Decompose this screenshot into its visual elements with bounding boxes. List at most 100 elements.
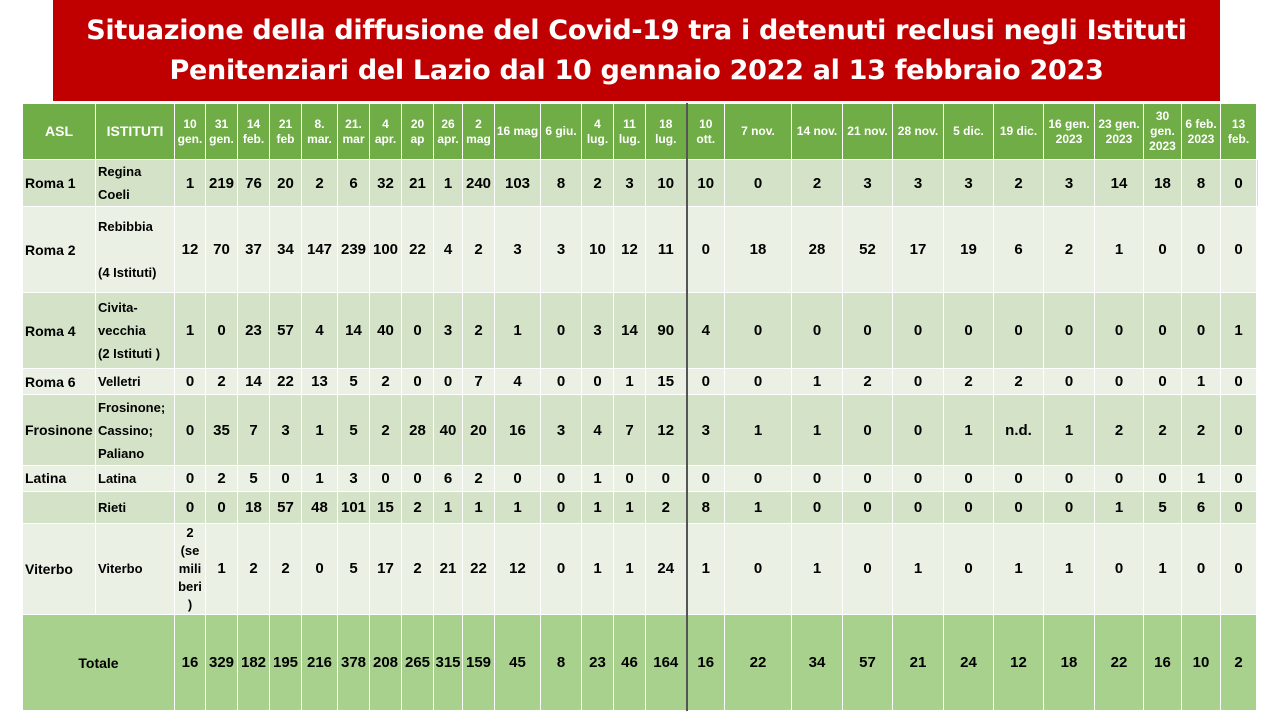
cell-value: 22 bbox=[462, 522, 495, 616]
cell-value: 2 bbox=[369, 368, 402, 396]
cell-value: 1 bbox=[581, 522, 614, 616]
cell-value: 0 bbox=[1220, 394, 1257, 466]
cell-value: 57 bbox=[269, 490, 302, 524]
total-label: Totale bbox=[22, 614, 175, 711]
cell-value: 17 bbox=[892, 206, 944, 294]
cell-value: 3 bbox=[540, 394, 582, 466]
cell-value: 2 bbox=[645, 490, 688, 524]
cell-value: 0 bbox=[842, 522, 893, 616]
cell-value: 22 bbox=[401, 206, 434, 294]
cell-value: 1 bbox=[791, 394, 843, 466]
cell-value: 0 bbox=[892, 464, 944, 492]
cell-value: 0 bbox=[1143, 292, 1182, 370]
cell-value: 2 bbox=[401, 522, 434, 616]
cell-value: 0 bbox=[540, 522, 582, 616]
cell-asl: Roma 6 bbox=[22, 368, 96, 396]
total-value: 22 bbox=[724, 614, 792, 711]
cell-value: 0 bbox=[943, 292, 994, 370]
cell-value: 1 bbox=[791, 522, 843, 616]
cell-value: 0 bbox=[842, 490, 893, 524]
cell-value: 0 bbox=[433, 368, 463, 396]
cell-value: 2 bbox=[462, 206, 495, 294]
cell-value: 0 bbox=[791, 490, 843, 524]
header-row: ASL ISTITUTI 10 gen. 31 gen. 14 feb. 21 feb 8.… bbox=[22, 103, 1259, 160]
cell-asl bbox=[22, 490, 96, 524]
cell-value: 1 bbox=[724, 490, 792, 524]
cell-value: 219 bbox=[205, 158, 238, 208]
total-value: 16 bbox=[1143, 614, 1182, 711]
cell-value: 14 bbox=[613, 292, 646, 370]
cell-value: 48 bbox=[301, 490, 338, 524]
cell-value: 1 bbox=[892, 522, 944, 616]
cell-value: 240 bbox=[462, 158, 495, 208]
cell-value: 100 bbox=[369, 206, 402, 294]
total-value: 8 bbox=[540, 614, 582, 711]
cell-istituti: Latina bbox=[95, 464, 175, 492]
cell-value: 1 bbox=[1094, 206, 1144, 294]
cell-value: 0 bbox=[205, 490, 238, 524]
cell-asl: Roma 2 bbox=[22, 206, 96, 294]
header-date: 4 apr. bbox=[369, 103, 402, 160]
cell-value: 20 bbox=[462, 394, 495, 466]
cell-istituti: Civita-vecchia (2 Istituti ) bbox=[95, 292, 175, 370]
cell-value: 0 bbox=[686, 368, 725, 396]
cell-value: 24 bbox=[645, 522, 688, 616]
cell-value: 7 bbox=[613, 394, 646, 466]
table-row: Roma 2 Rebibbia (4 Istituti) 12 70 37 34 147 239… bbox=[22, 206, 1259, 294]
cell-value: 0 bbox=[892, 394, 944, 466]
cell-value: 0 bbox=[174, 490, 206, 524]
cell-value: 10 bbox=[581, 206, 614, 294]
cell-value: 1 bbox=[686, 522, 725, 616]
total-value: 57 bbox=[842, 614, 893, 711]
cell-value: 2 (se mili beri) bbox=[174, 522, 206, 616]
cell-asl: Latina bbox=[22, 464, 96, 492]
header-date: 16 gen. 2023 bbox=[1043, 103, 1095, 160]
cell-value: 0 bbox=[1220, 158, 1257, 208]
table-row: Rieti 0 0 18 57 48 101 15 2 1 1 1 0 1 1 2 8 1 0 0 0 0 0 0 1 5 6 0 bbox=[22, 490, 1259, 524]
cell-value: 2 bbox=[993, 368, 1044, 396]
cell-value: 0 bbox=[686, 206, 725, 294]
cell-value: 3 bbox=[269, 394, 302, 466]
header-date: 14 nov. bbox=[791, 103, 843, 160]
cell-value: 1 bbox=[1143, 522, 1182, 616]
table-row: Frosinone Frosinone; Cassino; Paliano 0 35 7 3 1… bbox=[22, 394, 1259, 466]
cell-value: 4 bbox=[686, 292, 725, 370]
cell-value: 1 bbox=[301, 394, 338, 466]
cell-value: 0 bbox=[686, 464, 725, 492]
cell-value: 1 bbox=[1043, 522, 1095, 616]
header-date: 8. mar. bbox=[301, 103, 338, 160]
cell-value: 0 bbox=[1143, 464, 1182, 492]
cell-value: 0 bbox=[842, 292, 893, 370]
cell-value: 7 bbox=[237, 394, 270, 466]
title-line-1: Situazione della diffusione del Covid-19… bbox=[86, 14, 1187, 46]
cell-value: 40 bbox=[369, 292, 402, 370]
cell-value: 0 bbox=[842, 394, 893, 466]
cell-value: 2 bbox=[369, 394, 402, 466]
cell-value: 0 bbox=[1043, 292, 1095, 370]
cell-value: 0 bbox=[842, 464, 893, 492]
cell-value: 2 bbox=[462, 464, 495, 492]
cell-istituti: Regina Coeli bbox=[95, 158, 175, 208]
total-value: 45 bbox=[494, 614, 541, 711]
cell-value: 0 bbox=[892, 292, 944, 370]
cell-value: 28 bbox=[791, 206, 843, 294]
cell-value: 1 bbox=[174, 158, 206, 208]
cell-value: 101 bbox=[337, 490, 370, 524]
cell-value: 6 bbox=[1181, 490, 1221, 524]
cell-value: 2 bbox=[1043, 206, 1095, 294]
total-value: 18 bbox=[1043, 614, 1095, 711]
cell-value: 0 bbox=[1094, 522, 1144, 616]
cell-value: 1 bbox=[613, 522, 646, 616]
cell-value: 0 bbox=[1043, 464, 1095, 492]
cell-value: 3 bbox=[337, 464, 370, 492]
header-date: 31 gen. bbox=[205, 103, 238, 160]
cell-value: 0 bbox=[724, 368, 792, 396]
cell-value: 20 bbox=[269, 158, 302, 208]
cell-value: 0 bbox=[724, 522, 792, 616]
cell-value: 0 bbox=[1143, 206, 1182, 294]
cell-value: 0 bbox=[993, 490, 1044, 524]
total-value: 24 bbox=[943, 614, 994, 711]
cell-value: 1 bbox=[1043, 394, 1095, 466]
cell-value: 3 bbox=[494, 206, 541, 294]
cell-value: 0 bbox=[174, 368, 206, 396]
